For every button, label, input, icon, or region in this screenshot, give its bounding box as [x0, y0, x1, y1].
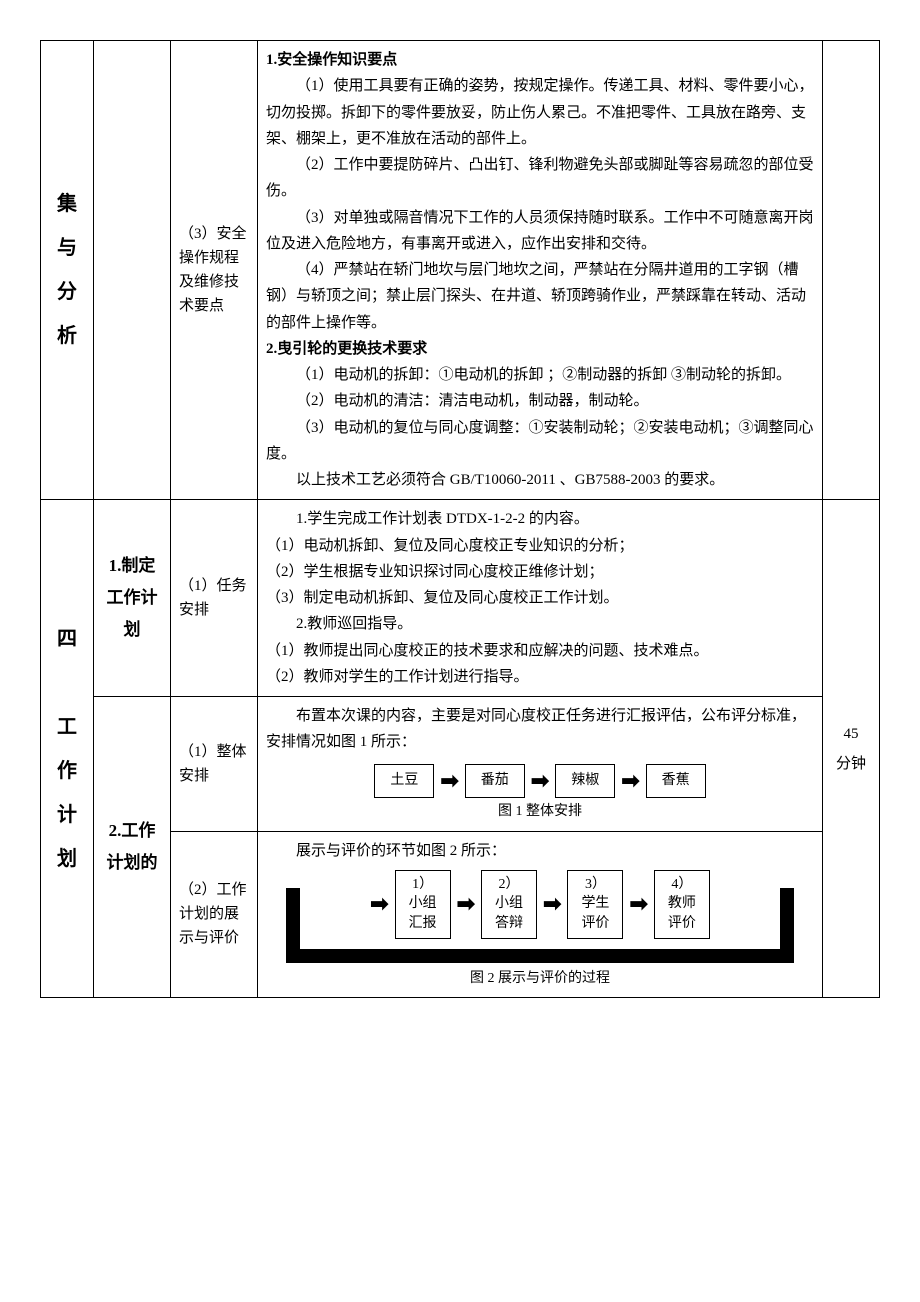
lesson-table: 集与分析 （3）安全操作规程及维修技术要点 1.安全操作知识要点 （1）使用工具… [40, 40, 880, 998]
fig2-node-4: 4） 教师评价 [654, 870, 710, 939]
ta-l4: （3）制定电动机拆卸、复位及同心度校正工作计划。 [266, 585, 814, 611]
section-label-four: 四 工作计划 [41, 500, 94, 998]
fig2-n1-num: 1） [404, 875, 442, 895]
heading-safety-2: 2.曳引轮的更换技术要求 [266, 336, 814, 362]
fig1-node-3: 辣椒 [555, 764, 615, 799]
ta-l2: （1）电动机拆卸、复位及同心度校正专业知识的分析； [266, 533, 814, 559]
fig2-n3-txt: 学生评价 [576, 894, 614, 933]
sublabel-plan2-text: 2.工作计划的 [107, 821, 158, 872]
loop-bottom-bar [286, 949, 794, 963]
p-safety-1: （1）使用工具要有正确的姿势，按规定操作。传递工具、材料、零件要小心，切勿投掷。… [266, 73, 814, 152]
ta-l3: （2）学生根据专业知识探讨同心度校正维修计划； [266, 559, 814, 585]
p-safety-4: （4）严禁站在轿门地坎与层门地坎之间，严禁站在分隔井道用的工字钢（槽钢）与轿顶之… [266, 257, 814, 336]
arrow-icon: ➡ [440, 770, 458, 792]
content-present: 展示与评价的环节如图 2 所示： ➡ 1） 小组汇报 ➡ 2） 小组答辩 ➡ [258, 831, 823, 998]
p-safety-7: （3）电动机的复位与同心度调整：①安装制动轮；②安装电动机；③调整同心度。 [266, 415, 814, 468]
ta-l5: 2.教师巡回指导。 [266, 611, 814, 637]
loop-right-bar [780, 888, 794, 963]
content-task-arrange: 1.学生完成工作计划表 DTDX-1-2-2 的内容。 （1）电动机拆卸、复位及… [258, 500, 823, 697]
topic-present: （2）工作计划的展示与评价 [171, 831, 258, 998]
arrow-icon: ➡ [457, 893, 475, 915]
vlabel-four-text: 四 工作计划 [57, 628, 77, 870]
figure-2-caption: 图 2 展示与评价的过程 [266, 967, 814, 992]
topic-safety: （3）安全操作规程及维修技术要点 [171, 41, 258, 500]
p-safety-2: （2）工作中要提防碎片、凸出钉、锋利物避免头部或脚趾等容易疏忽的部位受伤。 [266, 152, 814, 205]
time-empty-1 [823, 41, 880, 500]
topic-task-arrange-text: （1）任务安排 [179, 578, 247, 618]
fig2-n3-num: 3） [576, 875, 614, 895]
loop-left-bar [286, 888, 300, 963]
fig2-node-3: 3） 学生评价 [567, 870, 623, 939]
arrow-icon: ➡ [629, 893, 647, 915]
time-45: 45分钟 [823, 500, 880, 998]
p-safety-6: （2）电动机的清洁：清洁电动机，制动器，制动轮。 [266, 388, 814, 414]
arrow-icon: ➡ [621, 770, 639, 792]
p-safety-5: （1）电动机的拆卸：①电动机的拆卸 ；②制动器的拆卸 ③制动轮的拆卸。 [266, 362, 814, 388]
figure-1-flow: 土豆 ➡ 番茄 ➡ 辣椒 ➡ 香蕉 [266, 764, 814, 799]
topic-overall: （1）整体安排 [171, 697, 258, 832]
arrow-icon: ➡ [543, 893, 561, 915]
arrow-icon: ➡ [531, 770, 549, 792]
topic-task-arrange: （1）任务安排 [171, 500, 258, 697]
fig2-node-2: 2） 小组答辩 [481, 870, 537, 939]
topic-safety-text: （3）安全操作规程及维修技术要点 [179, 226, 247, 314]
figure-2-flow: ➡ 1） 小组汇报 ➡ 2） 小组答辩 ➡ 3） 学生评价 ➡ [266, 870, 814, 949]
sublabel-empty [94, 41, 171, 500]
figure-2-wrap: ➡ 1） 小组汇报 ➡ 2） 小组答辩 ➡ 3） 学生评价 ➡ [266, 870, 814, 963]
fig2-n1-txt: 小组汇报 [404, 894, 442, 933]
ta-l1: 1.学生完成工作计划表 DTDX-1-2-2 的内容。 [266, 506, 814, 532]
topic-overall-text: （1）整体安排 [179, 744, 247, 784]
fig2-n4-txt: 教师评价 [663, 894, 701, 933]
sublabel-plan1: 1.制定工作计划 [94, 500, 171, 697]
p-safety-3: （3）对单独或隔音情况下工作的人员须保持随时联系。工作中不可随意离开岗位及进入危… [266, 205, 814, 258]
ta-l6: （1）教师提出同心度校正的技术要求和应解决的问题、技术难点。 [266, 638, 814, 664]
topic-present-text: （2）工作计划的展示与评价 [179, 882, 247, 946]
heading-safety-1: 1.安全操作知识要点 [266, 47, 814, 73]
fig2-node-1: 1） 小组汇报 [395, 870, 451, 939]
sublabel-plan1-text: 1.制定工作计划 [107, 556, 158, 640]
fig2-n2-num: 2） [490, 875, 528, 895]
fig1-node-4: 香蕉 [646, 764, 706, 799]
fig1-node-1: 土豆 [374, 764, 434, 799]
p-safety-8: 以上技术工艺必须符合 GB/T10060-2011 、GB7588-2003 的… [266, 467, 814, 493]
figure-1-caption: 图 1 整体安排 [266, 800, 814, 825]
fig2-n4-num: 4） [663, 875, 701, 895]
time-45-text: 45分钟 [836, 726, 866, 772]
fig1-node-2: 番茄 [465, 764, 525, 799]
section-label-collect-analyze: 集与分析 [41, 41, 94, 500]
present-intro: 展示与评价的环节如图 2 所示： [266, 838, 814, 864]
vlabel-text: 集与分析 [57, 193, 77, 347]
overall-intro: 布置本次课的内容，主要是对同心度校正任务进行汇报评估，公布评分标准，安排情况如图… [266, 703, 814, 756]
fig2-n2-txt: 小组答辩 [490, 894, 528, 933]
ta-l7: （2）教师对学生的工作计划进行指导。 [266, 664, 814, 690]
content-overall: 布置本次课的内容，主要是对同心度校正任务进行汇报评估，公布评分标准，安排情况如图… [258, 697, 823, 832]
sublabel-plan2: 2.工作计划的 [94, 697, 171, 998]
arrow-icon: ➡ [370, 893, 388, 915]
content-safety: 1.安全操作知识要点 （1）使用工具要有正确的姿势，按规定操作。传递工具、材料、… [258, 41, 823, 500]
